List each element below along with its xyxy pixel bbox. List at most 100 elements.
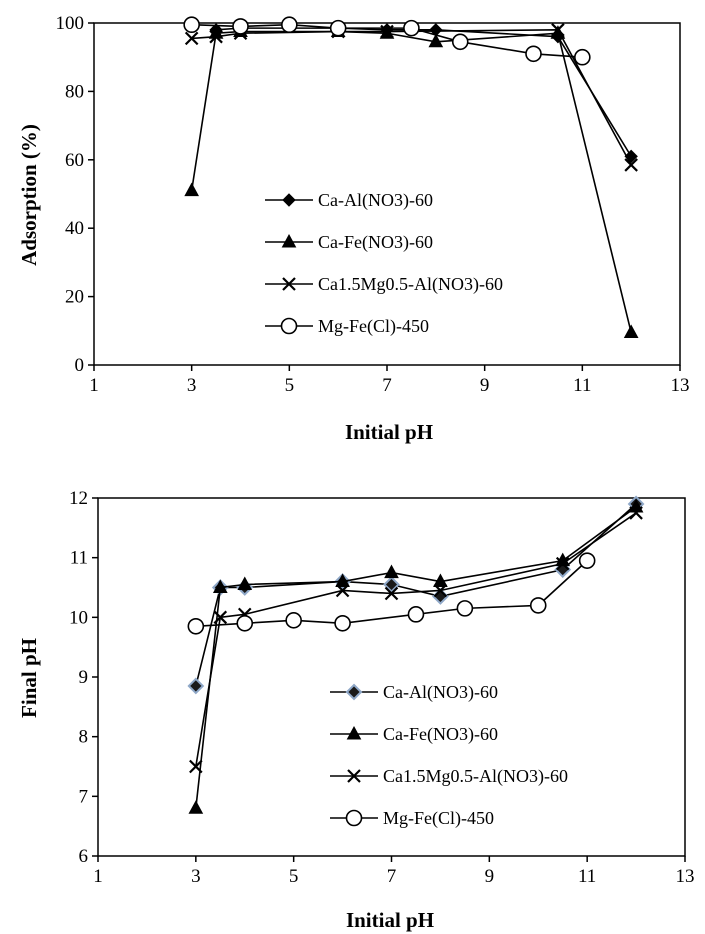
chart1-series-0-line	[195, 503, 637, 687]
chart0-xtick-label: 9	[480, 375, 490, 396]
chart0-series-3-point	[574, 48, 591, 66]
chart0-legend-label-2: Ca1.5Mg0.5-Al(NO3)-60	[318, 274, 503, 295]
chart0-series-3-point	[525, 45, 542, 63]
chart1-series-3-point	[456, 600, 474, 617]
chart1-legend-label-3: Mg-Fe(Cl)-450	[383, 808, 494, 829]
chart1-ytick-label: 12	[69, 488, 88, 509]
chart0-series-1-point	[184, 182, 200, 197]
chart1-series-0	[187, 495, 645, 695]
chart1-legend-label-1: Ca-Fe(NO3)-60	[383, 724, 498, 745]
chart0-series-1-point	[428, 33, 444, 48]
chart1-xtick-label: 11	[578, 866, 596, 887]
chart0-series-3-point	[183, 16, 200, 34]
chart0-series-3-point	[329, 19, 347, 37]
chart0-ytick-label: 40	[65, 218, 84, 239]
chart0-ytick-label: 60	[65, 150, 84, 171]
chart0-legend-marker-3	[280, 317, 298, 335]
chart0-ytick-label: 20	[65, 287, 84, 308]
chart1-series-2	[189, 506, 643, 774]
chart1-series-2-point	[335, 583, 350, 598]
chart1-xtick-label: 9	[485, 866, 495, 887]
chart1-series-1-point	[237, 576, 253, 591]
chart0-series-3-point	[232, 18, 249, 35]
chart0-xtick-label: 1	[89, 375, 99, 396]
chart1-xtick-label: 3	[191, 866, 201, 887]
chart1-series-3-point	[334, 614, 351, 632]
chart1-legend-label-0: Ca-Al(NO3)-60	[383, 682, 498, 703]
chart1-series-2-line	[195, 512, 637, 767]
chart0-series-2-point	[624, 158, 638, 172]
chart0-legend-marker-0	[282, 193, 296, 207]
chart1-legend-marker-2	[347, 769, 361, 783]
chart0-series-3-point	[451, 33, 469, 51]
chart1-legend: Ca-Al(NO3)-60 Ca-Fe(NO3)-60 Ca1.5Mg0.5-Al(…	[330, 682, 568, 829]
chart0-ytick-label: 80	[65, 81, 84, 102]
chart1-series-2-point	[384, 586, 399, 601]
chart0-series-1-point	[550, 25, 566, 39]
chart1-series-3-point	[529, 597, 547, 614]
chart0-xlabel: Initial pH	[345, 420, 433, 444]
chart1-ylabel: Final pH	[17, 638, 41, 718]
chart1-series-3-point	[407, 606, 425, 623]
chart1-ytick-label: 9	[79, 667, 89, 688]
chart1-ytick-label: 6	[79, 846, 89, 867]
chart1-legend-label-2: Ca1.5Mg0.5-Al(NO3)-60	[383, 766, 568, 787]
chart0-series-3	[183, 16, 591, 66]
chart0-series-2-point	[209, 29, 223, 44]
chart1-series-1	[188, 498, 644, 814]
chart0-series-1-point	[623, 324, 639, 339]
chart0-legend: Ca-Al(NO3)-60 Ca-Fe(NO3)-60 Ca1.5Mg0.5-Al(…	[265, 190, 503, 337]
chart1-series-1-line	[195, 506, 637, 809]
chart0-series-2-point	[184, 31, 199, 46]
chart0-ytick-label: 0	[75, 355, 85, 376]
chart1-series-1-point	[433, 573, 448, 588]
chart0-xtick-label: 3	[187, 375, 197, 396]
chart1-series-3-point	[285, 612, 302, 629]
chart1-xtick-label: 7	[387, 866, 397, 887]
chart0-legend-label-0: Ca-Al(NO3)-60	[318, 190, 433, 211]
chart0-series-3-point	[403, 19, 420, 37]
chart0-ytick-label: 100	[56, 13, 85, 34]
chart1-series-2-point	[189, 759, 203, 774]
chart1-xlabel: Initial pH	[346, 908, 434, 932]
chart1-series-0-point	[187, 677, 205, 695]
chart1-plot-frame	[97, 497, 686, 857]
chart1-series-3	[187, 552, 596, 635]
chart1-series-3-point	[236, 614, 254, 632]
chart1-series-1-point	[212, 579, 228, 593]
chart1-legend-marker-1	[346, 725, 362, 740]
chart1-legend-marker-0	[345, 683, 363, 701]
chart0-xtick-label: 7	[382, 375, 392, 396]
chart0-legend-label-1: Ca-Fe(NO3)-60	[318, 232, 433, 253]
chart0-legend-marker-1	[281, 233, 297, 248]
chart1-series-3-point	[187, 617, 205, 635]
chart1-series-2-point	[433, 583, 448, 598]
chart0-series-2	[184, 23, 638, 172]
chart1-xtick-label: 13	[676, 866, 695, 887]
chart1-series-1-point	[384, 564, 399, 579]
chart1-series-2-point	[213, 610, 228, 625]
chart1-ytick-label: 8	[79, 727, 89, 748]
chart0-series-3-point	[281, 16, 298, 34]
chart1-series-0-point	[383, 576, 400, 593]
chart1-series-3-point	[578, 552, 596, 569]
chart0-legend-marker-2	[282, 277, 296, 291]
chart1-legend-marker-3	[345, 809, 363, 827]
chart1-series-2-point	[555, 556, 570, 571]
chart1-ytick-label: 7	[79, 786, 89, 807]
chart1-xtick-label: 5	[289, 866, 299, 887]
chart1-xtick-label: 1	[93, 866, 103, 887]
chart0-xtick-label: 5	[285, 375, 295, 396]
chart0-series-0-line	[216, 27, 632, 157]
chart0-ylabel: Adsorption (%)	[17, 124, 41, 266]
chart1-ytick-label: 11	[70, 548, 88, 569]
chart1-series-2-point	[629, 506, 643, 520]
chart0-legend-label-3: Mg-Fe(Cl)-450	[318, 316, 429, 337]
chart0-series-2-point	[551, 23, 565, 37]
chart0-xtick-label: 13	[671, 375, 690, 396]
chart1-series-1-point	[335, 573, 350, 588]
chart1-ytick-label: 10	[69, 607, 88, 628]
